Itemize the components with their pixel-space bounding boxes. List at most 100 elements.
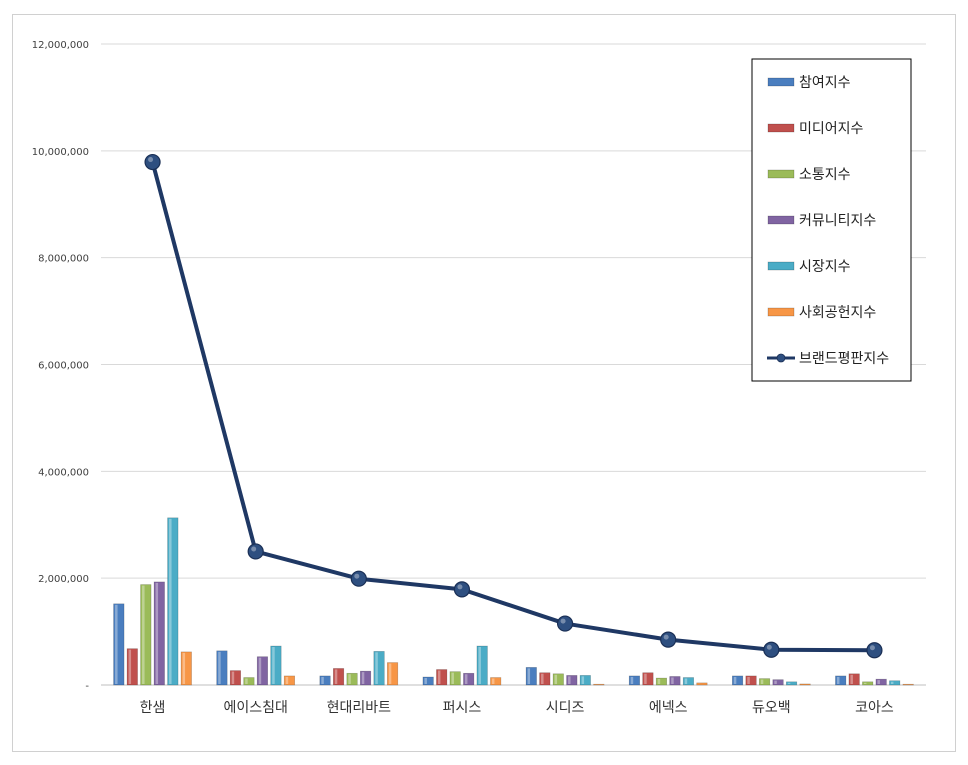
bar-미디어지수-시디즈 bbox=[539, 672, 551, 686]
legend-swatch bbox=[767, 215, 795, 225]
bar-사회공헌지수-현대리바트 bbox=[387, 662, 399, 686]
y-tick-label: 10,000,000 bbox=[32, 147, 89, 158]
bar-소통지수-시디즈 bbox=[552, 673, 564, 686]
bar-미디어지수-에이스침대 bbox=[229, 670, 241, 686]
bar-참여지수-에이스침대 bbox=[216, 650, 228, 686]
bar-소통지수-현대리바트 bbox=[346, 672, 358, 686]
bar-미디어지수-한샘 bbox=[126, 648, 138, 686]
bar-highlight bbox=[182, 652, 186, 684]
bar-highlight bbox=[424, 677, 427, 684]
bar-series bbox=[113, 517, 914, 686]
x-tick-label: 듀오백 bbox=[752, 700, 791, 716]
bar-highlight bbox=[630, 676, 634, 684]
bar-highlight bbox=[478, 647, 481, 684]
bar-highlight bbox=[258, 657, 262, 684]
line-point-시디즈 bbox=[556, 615, 574, 632]
legend-label: 사회공헌지수 bbox=[799, 305, 876, 321]
bar-highlight bbox=[554, 674, 558, 684]
bar-highlight bbox=[581, 676, 585, 684]
legend-swatch bbox=[767, 77, 795, 87]
legend-marker bbox=[776, 353, 786, 363]
x-tick-label: 에이스침대 bbox=[223, 700, 287, 716]
line-point-shine bbox=[663, 634, 669, 640]
bar-highlight bbox=[863, 682, 867, 684]
line-series bbox=[144, 153, 883, 659]
bar-highlight bbox=[451, 672, 454, 684]
bar-사회공헌지수-코아스 bbox=[902, 683, 914, 686]
y-tick-label: 2,000,000 bbox=[38, 574, 89, 585]
bar-커뮤니티지수-퍼시스 bbox=[463, 672, 475, 686]
bar-참여지수-듀오백 bbox=[732, 675, 744, 686]
x-axis: 한샘 에이스침대 현대리바트 퍼시스 시디즈 에넥스 듀오백 코아스 bbox=[140, 700, 894, 716]
bar-소통지수-한샘 bbox=[140, 584, 152, 686]
bar-highlight bbox=[231, 671, 235, 684]
bar-highlight bbox=[836, 676, 840, 684]
legend-swatch bbox=[767, 123, 795, 133]
bar-highlight bbox=[272, 647, 275, 684]
bar-highlight bbox=[115, 604, 118, 684]
bar-커뮤니티지수-시디즈 bbox=[566, 675, 578, 686]
bar-시장지수-시디즈 bbox=[579, 675, 591, 686]
bar-highlight bbox=[527, 668, 531, 684]
bar-highlight bbox=[334, 669, 338, 684]
bar-highlight bbox=[437, 670, 441, 684]
bar-시장지수-퍼시스 bbox=[476, 645, 488, 686]
bar-highlight bbox=[850, 674, 853, 684]
legend-swatch bbox=[767, 169, 795, 179]
line-브랜드평판지수 bbox=[150, 161, 875, 653]
bar-소통지수-에넥스 bbox=[655, 677, 667, 686]
bar-시장지수-에넥스 bbox=[682, 677, 694, 686]
legend-label: 소통지수 bbox=[799, 167, 851, 183]
x-tick-label: 현대리바트 bbox=[327, 700, 392, 716]
bar-미디어지수-듀오백 bbox=[745, 675, 757, 686]
bar-시장지수-에이스침대 bbox=[270, 645, 282, 686]
bar-highlight bbox=[245, 678, 248, 684]
bar-highlight bbox=[890, 681, 894, 684]
bar-highlight bbox=[747, 676, 750, 684]
bar-시장지수-한샘 bbox=[167, 517, 179, 686]
line-point-shine bbox=[766, 644, 772, 650]
bar-highlight bbox=[491, 678, 495, 684]
bar-사회공헌지수-시디즈 bbox=[593, 683, 605, 686]
legend-label: 미디어지수 bbox=[799, 121, 864, 137]
bar-사회공헌지수-한샘 bbox=[180, 651, 192, 686]
bar-커뮤니티지수-듀오백 bbox=[772, 679, 784, 686]
bar-highlight bbox=[733, 676, 737, 684]
bar-highlight bbox=[218, 651, 221, 684]
bar-highlight bbox=[541, 673, 544, 684]
line-point-에넥스 bbox=[660, 631, 677, 648]
x-tick-label: 한샘 bbox=[140, 700, 166, 716]
bar-소통지수-코아스 bbox=[862, 681, 874, 686]
y-tick-label: 12,000,000 bbox=[32, 40, 89, 51]
y-tick-label: - bbox=[85, 681, 89, 692]
line-point-shine bbox=[251, 546, 257, 552]
bar-highlight bbox=[464, 674, 468, 684]
bar-미디어지수-현대리바트 bbox=[333, 668, 345, 686]
line-point-에이스침대 bbox=[247, 543, 264, 560]
x-tick-label: 에넥스 bbox=[649, 700, 688, 716]
bar-커뮤니티지수-코아스 bbox=[875, 678, 887, 686]
bar-highlight bbox=[375, 652, 378, 684]
legend-label: 참여지수 bbox=[799, 75, 851, 91]
bar-커뮤니티지수-에이스침대 bbox=[256, 656, 268, 686]
bar-highlight bbox=[671, 677, 674, 684]
line-point-shine bbox=[457, 584, 463, 590]
bar-참여지수-코아스 bbox=[835, 675, 847, 686]
bar-소통지수-듀오백 bbox=[759, 678, 771, 686]
legend-swatch bbox=[767, 307, 795, 317]
bar-미디어지수-코아스 bbox=[848, 673, 860, 686]
line-point-한샘 bbox=[144, 153, 161, 171]
bar-시장지수-현대리바트 bbox=[373, 651, 385, 686]
bar-highlight bbox=[388, 663, 392, 684]
bar-미디어지수-에넥스 bbox=[642, 672, 654, 686]
bar-highlight bbox=[142, 585, 145, 684]
bar-highlight bbox=[285, 676, 289, 684]
bar-highlight bbox=[774, 680, 777, 684]
bar-highlight bbox=[128, 649, 132, 684]
bar-커뮤니티지수-현대리바트 bbox=[360, 670, 372, 686]
bar-highlight bbox=[760, 679, 764, 684]
bar-사회공헌지수-에이스침대 bbox=[283, 675, 295, 686]
x-tick-label: 시디즈 bbox=[546, 700, 585, 716]
